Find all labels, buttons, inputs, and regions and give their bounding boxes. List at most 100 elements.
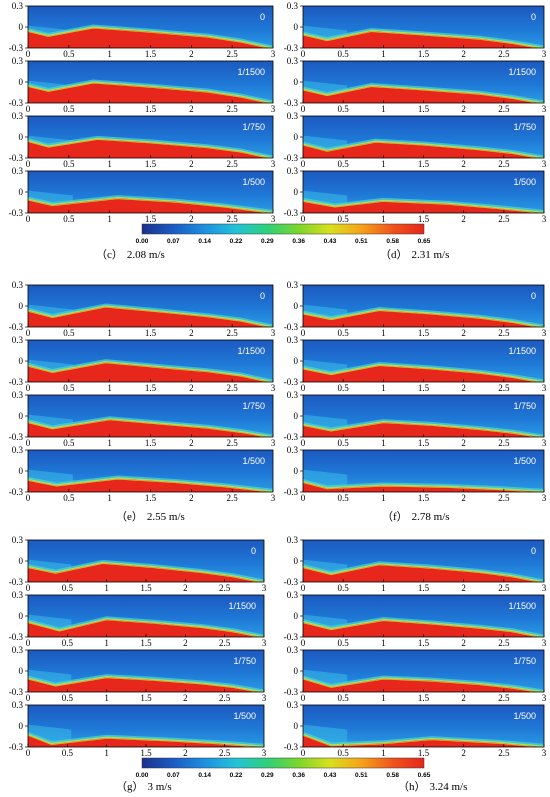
- interface-line-inner: [303, 564, 540, 582]
- y-tick-label: 0: [294, 466, 299, 476]
- interface-line-inner: [28, 677, 259, 692]
- caption-e: （e） 2.55 m/s: [116, 508, 185, 524]
- x-tick-label: 1.5: [418, 49, 430, 59]
- y-tick-label: 0.3: [287, 390, 299, 400]
- y-tick-label: -0.3: [284, 208, 299, 218]
- x-tick-label: 0.5: [63, 493, 75, 503]
- colorbar-frame: [141, 223, 425, 235]
- colorbar-tick-label: 0.36: [292, 772, 305, 779]
- x-tick-label: 2.5: [227, 438, 239, 448]
- panel-ratio-label: 0: [260, 291, 265, 301]
- panel-ratio-label: 1/500: [513, 711, 536, 721]
- x-tick-label: 0.5: [63, 49, 75, 59]
- x-tick-label: 3: [262, 583, 267, 593]
- caption-f: （f） 2.78 m/s: [382, 508, 450, 524]
- x-tick-label: 3: [262, 638, 267, 648]
- panel-ratio-label: 1/1500: [508, 346, 536, 356]
- colorbar-frame: [141, 757, 425, 769]
- x-tick-label: 2.5: [498, 104, 510, 114]
- x-tick-label: 3: [542, 693, 547, 703]
- x-tick-label: 3: [542, 104, 547, 114]
- x-tick-label: 2: [461, 638, 466, 648]
- x-tick-label: 0.5: [338, 493, 350, 503]
- x-tick-label: 0: [301, 638, 306, 648]
- x-tick-label: 0: [26, 104, 31, 114]
- x-tick-label: 1: [381, 438, 386, 448]
- x-tick-label: 2.5: [498, 383, 510, 393]
- x-tick-label: 0.5: [62, 748, 74, 758]
- interface-line-inner: [28, 82, 269, 103]
- sediment-region: [28, 138, 273, 158]
- x-tick-label: 2.5: [498, 438, 510, 448]
- x-tick-label: 2: [189, 493, 194, 503]
- x-tick-label: 0.5: [63, 383, 75, 393]
- y-tick-label: 0: [19, 301, 24, 311]
- interface-line-inner: [28, 198, 272, 213]
- x-tick-label: 2: [461, 693, 466, 703]
- x-tick-label: 0.5: [338, 214, 350, 224]
- y-tick-label: -0.3: [9, 208, 24, 218]
- y-tick-label: 0.3: [287, 645, 299, 655]
- interface-line-inner: [303, 422, 539, 437]
- x-tick-label: 2: [183, 748, 188, 758]
- panel-ratio-label: 1/1500: [228, 601, 256, 611]
- interface-line: [303, 563, 544, 582]
- x-tick-label: 2.5: [219, 693, 231, 703]
- colorbar-tick-label: 0.00: [136, 772, 149, 779]
- x-tick-label: 1: [107, 104, 112, 114]
- y-tick-label: 0.3: [287, 535, 299, 545]
- sediment-region: [28, 734, 264, 747]
- x-tick-label: 0: [301, 49, 306, 59]
- x-tick-label: 3: [542, 748, 547, 758]
- x-tick-label: 2.5: [227, 159, 239, 169]
- y-tick-label: -0.3: [9, 742, 24, 752]
- panel-ratio-label: 1/1500: [508, 601, 536, 611]
- caption-value: 2.55 m/s: [146, 511, 185, 523]
- y-tick-label: -0.3: [9, 632, 24, 642]
- y-tick-label: 0: [294, 721, 299, 731]
- x-tick-label: 0: [301, 748, 306, 758]
- interface-line-inner: [28, 478, 272, 492]
- x-tick-label: 3: [542, 638, 547, 648]
- sediment-region: [303, 141, 544, 158]
- x-tick-label: 1: [381, 583, 386, 593]
- panel-ratio-label: 0: [251, 546, 256, 556]
- interface-line: [28, 675, 264, 692]
- y-tick-label: 0.3: [12, 390, 24, 400]
- interface-line: [28, 561, 264, 582]
- x-tick-label: 1.5: [145, 438, 157, 448]
- x-tick-label: 2: [189, 104, 194, 114]
- interface-line-inner: [28, 306, 269, 327]
- caption-h: （h） 3.24 m/s: [398, 778, 467, 794]
- colorbar-tick-label: 0.51: [355, 772, 368, 779]
- x-tick-label: 0.5: [63, 214, 75, 224]
- colorbar-tick-label: 0.65: [418, 772, 431, 779]
- y-tick-label: 0.3: [12, 700, 24, 710]
- sediment-region: [28, 27, 273, 48]
- interface-line-inner: [303, 142, 539, 158]
- x-tick-label: 1.5: [418, 748, 430, 758]
- interface-line: [303, 308, 544, 327]
- x-tick-label: 1.5: [140, 693, 152, 703]
- panel-ratio-label: 1/1500: [237, 67, 265, 77]
- x-tick-label: 2: [461, 583, 466, 593]
- colorbar-tick-label: 0.36: [292, 238, 305, 245]
- x-tick-label: 2.5: [498, 748, 510, 758]
- sediment-region: [303, 30, 544, 48]
- x-tick-label: 1.5: [145, 383, 157, 393]
- x-tick-label: 1: [104, 638, 109, 648]
- panel-ratio-label: 1/500: [242, 456, 265, 466]
- contour-panel: 00.30-0.30 0.5 1 1.5 2 2.5 3: [9, 535, 267, 593]
- x-tick-label: 1.5: [418, 159, 430, 169]
- panel-ratio-label: 1/500: [233, 711, 256, 721]
- x-tick-label: 1: [107, 328, 112, 338]
- x-tick-label: 0: [301, 693, 306, 703]
- x-tick-label: 0.5: [338, 438, 350, 448]
- y-tick-label: 0.3: [287, 166, 299, 176]
